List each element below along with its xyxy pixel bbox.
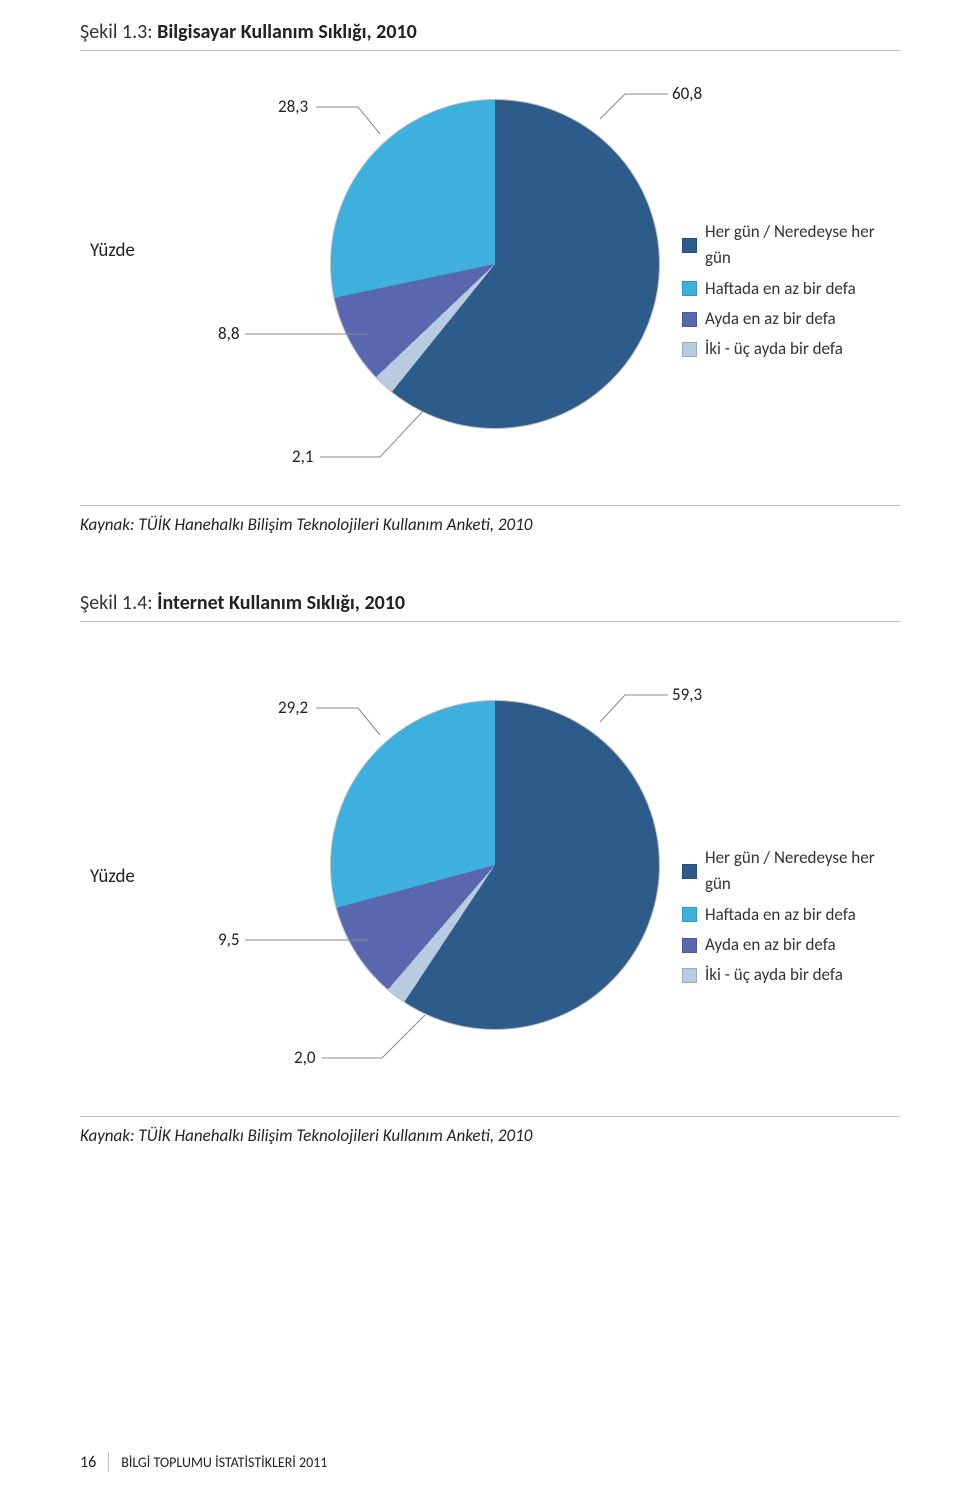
source-divider bbox=[80, 1116, 900, 1117]
title-bold: Bilgisayar Kullanım Sıklığı, 2010 bbox=[157, 20, 417, 44]
legend-swatch bbox=[682, 281, 697, 296]
legend-label: Ayda en az bir defa bbox=[705, 932, 836, 958]
legend-label: Haftada en az bir defa bbox=[705, 276, 856, 302]
title-divider bbox=[80, 621, 900, 622]
figure-1-3-title: Şekil 1.3: Bilgisayar Kullanım Sıklığı, … bbox=[80, 20, 900, 44]
legend-swatch bbox=[682, 907, 697, 922]
legend-swatch bbox=[682, 342, 697, 357]
pie-chart-2 bbox=[330, 700, 660, 1030]
callout-value-3: 9,5 bbox=[218, 929, 239, 950]
footer-doc-title: BİLGİ TOPLUMU İSTATİSTİKLERİ 2011 bbox=[121, 1454, 327, 1471]
legend-item: Haftada en az bir defa bbox=[682, 276, 900, 302]
legend-swatch bbox=[682, 238, 697, 253]
legend-item: Her gün / Neredeyse her gün bbox=[682, 219, 900, 272]
legend-swatch bbox=[682, 864, 697, 879]
callout-value-4: 2,0 bbox=[294, 1047, 315, 1068]
title-divider bbox=[80, 50, 900, 51]
pie-disc bbox=[330, 700, 660, 1030]
legend-label: Ayda en az bir defa bbox=[705, 306, 836, 332]
callout-value-2: 28,3 bbox=[278, 96, 308, 117]
source-divider bbox=[80, 505, 900, 506]
callout-value-1: 60,8 bbox=[672, 83, 702, 104]
legend-1: Her gün / Neredeyse her gün Haftada en a… bbox=[682, 219, 900, 367]
legend-item: İki - üç ayda bir defa bbox=[682, 336, 900, 362]
yuzde-label-2: Yüzde bbox=[90, 865, 135, 888]
callout-value-1: 59,3 bbox=[672, 684, 702, 705]
title-prefix: Şekil 1.4: bbox=[80, 591, 157, 615]
legend-swatch bbox=[682, 968, 697, 983]
legend-label: Haftada en az bir defa bbox=[705, 902, 856, 928]
page-number: 16 bbox=[80, 1453, 96, 1472]
figure-1-4-title: Şekil 1.4: İnternet Kullanım Sıklığı, 20… bbox=[80, 591, 900, 615]
pie-disc bbox=[330, 99, 660, 429]
pie-chart-1 bbox=[330, 99, 660, 429]
legend-item: Ayda en az bir defa bbox=[682, 306, 900, 332]
legend-label: Her gün / Neredeyse her gün bbox=[705, 219, 900, 272]
chart-1-source: Kaynak: TÜİK Hanehalkı Bilişim Teknoloji… bbox=[80, 514, 900, 535]
legend-label: Her gün / Neredeyse her gün bbox=[705, 845, 900, 898]
legend-2: Her gün / Neredeyse her gün Haftada en a… bbox=[682, 845, 900, 993]
legend-label: İki - üç ayda bir defa bbox=[705, 962, 843, 988]
title-bold: İnternet Kullanım Sıklığı, 2010 bbox=[157, 591, 405, 615]
yuzde-label-1: Yüzde bbox=[90, 239, 135, 262]
chart-2-source: Kaynak: TÜİK Hanehalkı Bilişim Teknoloji… bbox=[80, 1125, 900, 1146]
footer-divider bbox=[108, 1452, 109, 1472]
legend-item: Ayda en az bir defa bbox=[682, 932, 900, 958]
legend-item: Her gün / Neredeyse her gün bbox=[682, 845, 900, 898]
chart-1-block: 60,8 28,3 8,8 2,1 Yüzde Her gün / Nerede… bbox=[80, 69, 900, 499]
legend-swatch bbox=[682, 312, 697, 327]
legend-label: İki - üç ayda bir defa bbox=[705, 336, 843, 362]
page-footer: 16 BİLGİ TOPLUMU İSTATİSTİKLERİ 2011 bbox=[80, 1452, 327, 1472]
callout-value-4: 2,1 bbox=[292, 446, 313, 467]
callout-value-3: 8,8 bbox=[218, 323, 239, 344]
legend-swatch bbox=[682, 938, 697, 953]
chart-2-block: 59,3 29,2 9,5 2,0 Yüzde Her gün / Nerede… bbox=[80, 640, 900, 1110]
legend-item: Haftada en az bir defa bbox=[682, 902, 900, 928]
title-prefix: Şekil 1.3: bbox=[80, 20, 157, 44]
legend-item: İki - üç ayda bir defa bbox=[682, 962, 900, 988]
callout-value-2: 29,2 bbox=[278, 697, 308, 718]
